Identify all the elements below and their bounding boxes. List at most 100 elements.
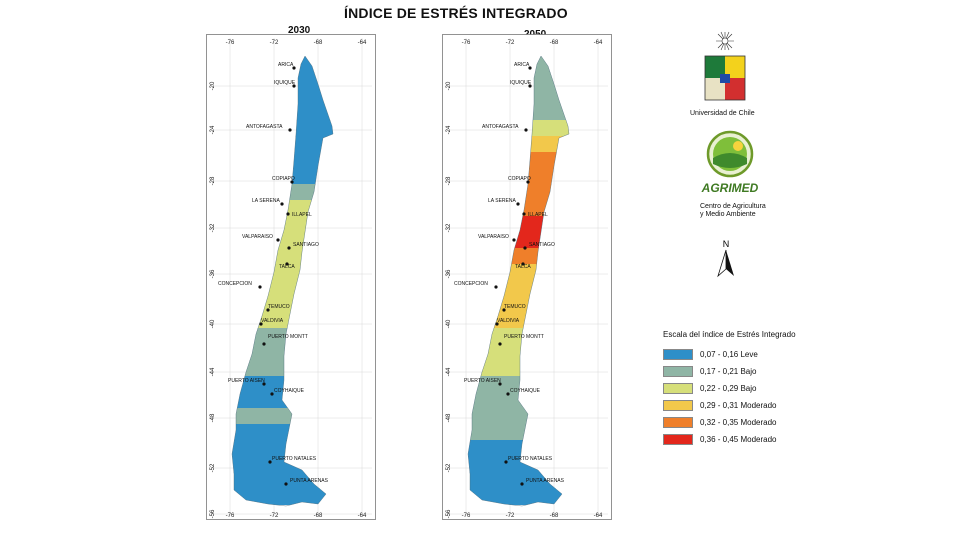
city-label: PUNTA ARENAS (526, 478, 565, 484)
city-dot (526, 180, 530, 184)
lat-tick-label: -56 (446, 509, 452, 518)
lon-tick-label-bottom: -68 (550, 513, 559, 519)
lat-tick-label: -56 (210, 509, 216, 518)
city-label: CONCEPCION (218, 281, 252, 287)
city-dot (528, 84, 532, 88)
map-panel-2030: -76 -76 -72 -72 -68 -68 -64 -64 -20 -24 -28 -32 -36 -… (206, 34, 376, 520)
city-label: PUERTO NATALES (272, 456, 317, 462)
city-dot (521, 262, 525, 266)
city-label: PUERTO AISEN (228, 378, 265, 384)
city-dot (498, 342, 502, 346)
lat-tick-label: -24 (446, 125, 452, 134)
city-label: SANTIAGO (293, 242, 319, 248)
city-dot (292, 84, 296, 88)
lon-tick-label-top: -64 (594, 40, 603, 46)
city-dot (285, 262, 289, 266)
lat-tick-label: -28 (210, 176, 216, 185)
legend-swatch (663, 400, 693, 411)
city-label: VALPARAISO (478, 234, 509, 240)
city-dot (292, 66, 296, 70)
lon-tick-label-top: -64 (358, 40, 367, 46)
lon-tick-label-bottom: -72 (506, 513, 515, 519)
university-name: Universidad de Chile (690, 110, 755, 117)
legend-swatch (663, 366, 693, 377)
lon-tick-label-top: -68 (314, 40, 323, 46)
city-label: TALCA (515, 264, 531, 270)
lon-tick-label-top: -76 (226, 40, 235, 46)
lat-tick-label: -44 (210, 367, 216, 376)
lat-tick-label: -32 (446, 223, 452, 232)
legend-swatch (663, 434, 693, 445)
map-panel-2050: -76 -76 -72 -72 -68 -68 -64 -64 -20 -24 -28 -32 -36 -… (442, 34, 612, 520)
legend-item: 0,36 - 0,45 Moderado (663, 431, 833, 448)
city-label: SANTIAGO (529, 242, 555, 248)
city-dot (280, 202, 284, 206)
city-dot (276, 238, 280, 242)
city-label: ANTOFAGASTA (482, 124, 519, 130)
universidad-de-chile-logo (704, 31, 746, 101)
city-dot (528, 66, 532, 70)
city-label: ARICA (278, 62, 294, 68)
city-label: COYHAIQUE (274, 388, 305, 394)
city-label: COPIAPO (508, 176, 531, 182)
lat-tick-label: -40 (210, 319, 216, 328)
coastline (467, 55, 570, 507)
city-label: VALDIVIA (261, 318, 284, 324)
city-label: ILLAPEL (292, 212, 312, 218)
city-label: TEMUCO (268, 304, 290, 310)
city-dot (287, 246, 291, 250)
north-label: N (723, 239, 730, 249)
city-dot (258, 285, 262, 289)
city-label: ARICA (514, 62, 530, 68)
city-dot (504, 460, 508, 464)
legend-swatch (663, 417, 693, 428)
legend-swatch (663, 383, 693, 394)
lon-tick-label-bottom: -76 (462, 513, 471, 519)
legend-label: 0,17 - 0,21 Bajo (700, 367, 757, 376)
legend-label: 0,29 - 0,31 Moderado (700, 401, 777, 410)
lon-tick-label-bottom: -76 (226, 513, 235, 519)
city-label: TALCA (279, 264, 295, 270)
agrimed-subtitle-line2: y Medio Ambiente (700, 211, 756, 218)
city-dot (262, 342, 266, 346)
lon-tick-label-top: -68 (550, 40, 559, 46)
city-dot (506, 392, 510, 396)
city-label: COPIAPO (272, 176, 295, 182)
legend-swatch (663, 349, 693, 360)
lat-tick-label: -20 (446, 81, 452, 90)
city-label: COYHAIQUE (510, 388, 541, 394)
city-label: PUERTO AISEN (464, 378, 501, 384)
map-title: ÍNDICE DE ESTRÉS INTEGRADO (344, 5, 568, 21)
lat-tick-label: -32 (210, 223, 216, 232)
stress-band (232, 488, 333, 505)
city-dot (284, 482, 288, 486)
city-dot (495, 322, 499, 326)
city-dot (516, 202, 520, 206)
legend-item: 0,29 - 0,31 Moderado (663, 397, 833, 414)
city-label: CONCEPCION (454, 281, 488, 287)
city-dot (259, 322, 263, 326)
agrimed-subtitle-line1: Centro de Agricultura (700, 203, 766, 210)
lon-tick-label-top: -76 (462, 40, 471, 46)
city-label: LA SERENA (252, 198, 280, 204)
north-arrow-icon: N (717, 239, 734, 278)
lat-tick-label: -44 (446, 367, 452, 376)
agrimed-logo: AGRIMED (701, 130, 759, 195)
lat-tick-label: -28 (446, 176, 452, 185)
city-dot (520, 482, 524, 486)
city-label: VALDIVIA (497, 318, 520, 324)
lat-tick-label: -48 (446, 413, 452, 422)
legend-item: 0,32 - 0,35 Moderado (663, 414, 833, 431)
lon-tick-label-top: -72 (506, 40, 515, 46)
city-dot (270, 392, 274, 396)
map-year-2030: 2030 (288, 25, 311, 36)
coastline (231, 55, 334, 507)
lon-tick-label-top: -72 (270, 40, 279, 46)
city-label: PUERTO NATALES (508, 456, 553, 462)
city-label: TEMUCO (504, 304, 526, 310)
lon-tick-label-bottom: -68 (314, 513, 323, 519)
lat-tick-label: -24 (210, 125, 216, 134)
city-label: PUERTO MONTT (268, 334, 308, 340)
city-label: PUERTO MONTT (504, 334, 544, 340)
city-label: ILLAPEL (528, 212, 548, 218)
